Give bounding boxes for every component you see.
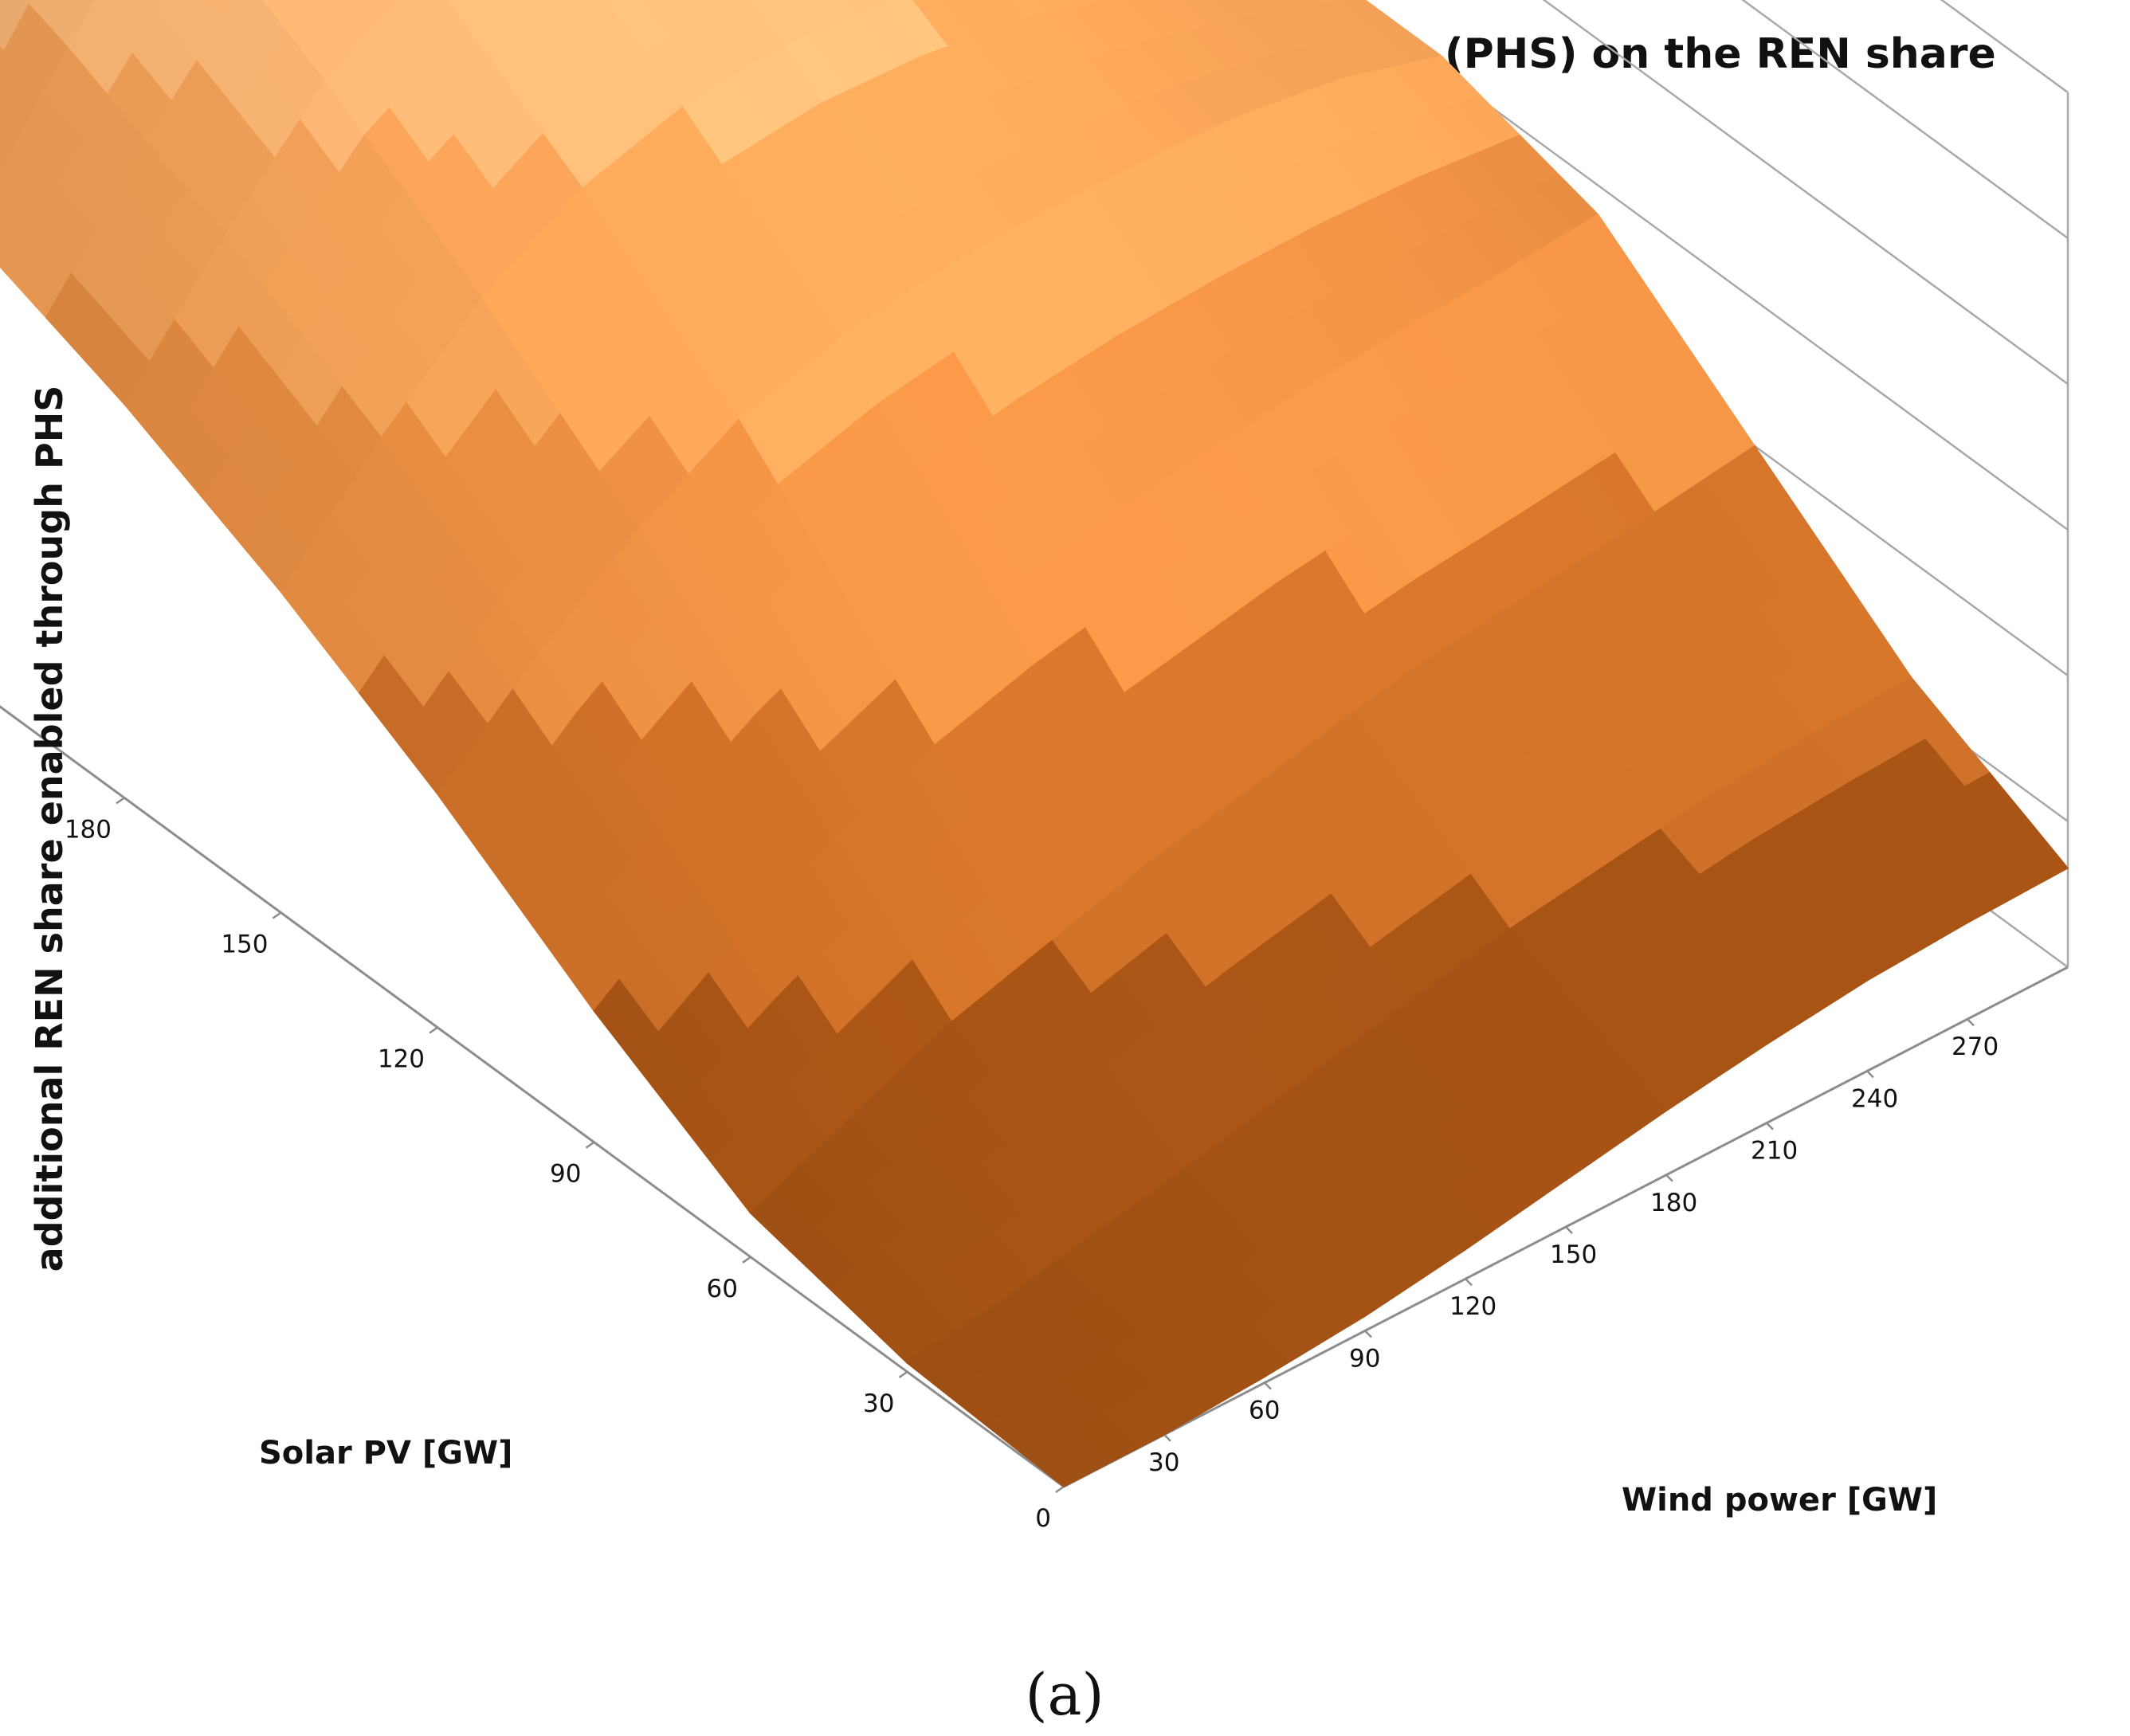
x-tick-label: 150	[221, 931, 268, 959]
x-tick-mark	[429, 1026, 438, 1034]
y-tick-label: 120	[1449, 1292, 1496, 1321]
surface-cell	[87, 0, 98, 7]
y-axis-label: Wind power [GW]	[1622, 1482, 1937, 1519]
floor-axes	[0, 705, 2069, 1494]
z-gridline	[1542, 0, 2069, 386]
y-tick-mark	[1163, 1433, 1171, 1442]
surface-cell	[204, 0, 236, 22]
x-tick-mark	[742, 1256, 751, 1264]
x-tick-mark	[272, 911, 282, 919]
y-tick-mark	[1565, 1226, 1573, 1234]
x-tick-label: 120	[378, 1045, 425, 1074]
y-tick-mark	[1967, 1018, 1975, 1027]
surface-cell	[147, 0, 166, 14]
y-tick-label: 60	[1249, 1397, 1280, 1425]
tick-labels: 0%1%1%2%2%3%3%03060901201501802102402703…	[65, 815, 1999, 1533]
y-tick-mark	[1866, 1070, 1874, 1079]
y-tick-label: 180	[1650, 1189, 1697, 1217]
x-tick-label: 90	[550, 1160, 581, 1189]
x-tick-mark	[898, 1370, 908, 1378]
x-tick-mark	[585, 1141, 595, 1149]
y-tick-mark	[1766, 1122, 1774, 1131]
y-tick-label: 30	[1148, 1448, 1179, 1477]
surface-plot	[0, 0, 2069, 1487]
x-tick-label: 30	[863, 1389, 894, 1418]
y-tick-label: 240	[1851, 1084, 1898, 1113]
y-tick-label: 90	[1349, 1344, 1380, 1373]
y-tick-mark	[1665, 1174, 1673, 1182]
z-axis-label: additional REN share enabled through PHS	[28, 386, 71, 1272]
x-tick-label: 0	[1035, 1504, 1051, 1533]
x-tick-label: 60	[707, 1275, 738, 1303]
z-gridline	[1344, 0, 2069, 531]
x-tick-mark	[116, 797, 125, 805]
y-tick-label: 150	[1550, 1240, 1597, 1269]
y-tick-label: 210	[1751, 1137, 1798, 1166]
y-tick-mark	[1465, 1278, 1473, 1287]
figure-caption: (a)	[1025, 1661, 1104, 1728]
surface-cell	[1023, 1440, 1090, 1487]
x-axis-label: Solar PV [GW]	[259, 1435, 512, 1471]
y-tick-mark	[1264, 1381, 1272, 1390]
y-tick-label: 270	[1952, 1033, 1999, 1061]
x-tick-mark	[1055, 1485, 1065, 1494]
x-tick-label: 180	[65, 815, 112, 844]
y-tick-mark	[1364, 1330, 1372, 1338]
